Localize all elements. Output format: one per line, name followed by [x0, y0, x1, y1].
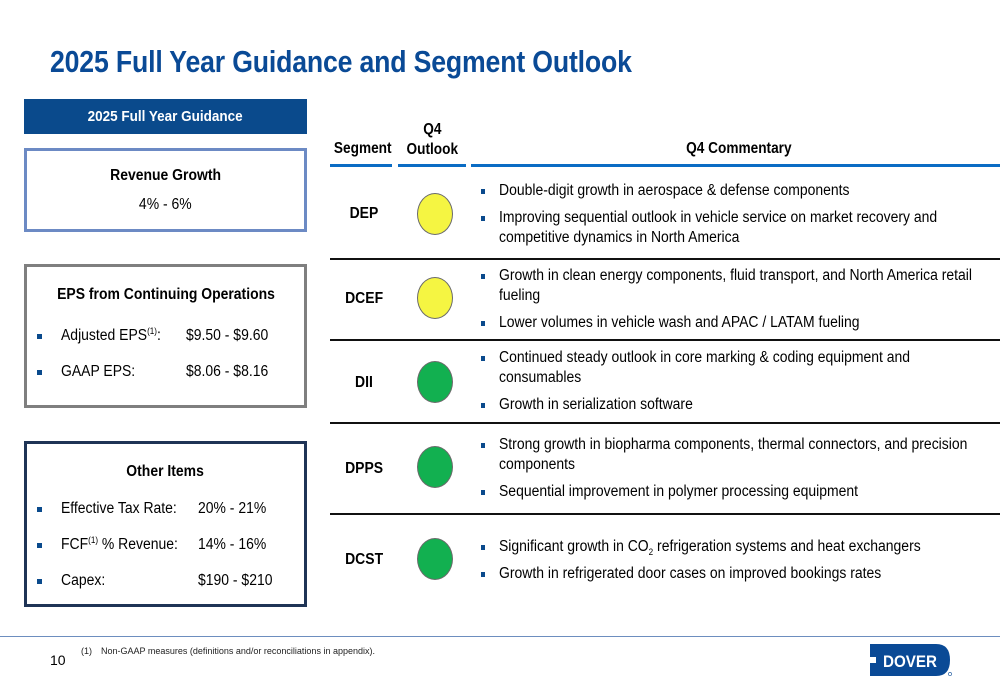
- eps-label: GAAP EPS:: [61, 363, 136, 380]
- revenue-growth-value: 4% - 6%: [139, 196, 192, 213]
- dover-logo: DOVER: [870, 644, 952, 676]
- other-item-label: FCF(1) % Revenue:: [61, 534, 178, 553]
- segment-commentary: Growth in clean energy components, fluid…: [480, 266, 990, 340]
- guidance-header: 2025 Full Year Guidance: [24, 99, 307, 134]
- commentary-item: Sequential improvement in polymer proces…: [480, 482, 990, 502]
- eps-value: $8.06 - $8.16: [186, 363, 269, 380]
- outlook-indicator-yellow: [417, 277, 453, 319]
- footer-divider: [0, 636, 1000, 637]
- eps-title: EPS from Continuing Operations: [56, 286, 275, 303]
- other-items-title: Other Items: [126, 463, 205, 480]
- bullet-icon: [481, 572, 485, 577]
- bullet-icon: [481, 189, 485, 194]
- other-item-value: 20% - 21%: [198, 500, 267, 517]
- bullet-icon: [481, 356, 485, 361]
- bullet-icon: [37, 370, 42, 375]
- other-items-box: Other Items Effective Tax Rate: 20% - 21…: [24, 441, 307, 607]
- commentary-item: Improving sequential outlook in vehicle …: [480, 208, 990, 248]
- segment-name: DCEF: [345, 290, 383, 307]
- bullet-icon: [37, 334, 42, 339]
- other-item-label: Capex:: [61, 572, 106, 589]
- other-item-capex: Capex: $190 - $210: [27, 563, 304, 599]
- header-rule: [398, 164, 466, 167]
- bullet-icon: [481, 545, 485, 550]
- bullet-icon: [481, 321, 485, 326]
- header-rule: [471, 164, 1000, 167]
- revenue-growth-box: Revenue Growth 4% - 6%: [24, 148, 307, 232]
- commentary-item: Growth in refrigerated door cases on imp…: [480, 564, 990, 584]
- segment-name: DII: [355, 374, 373, 391]
- segment-name: DCST: [345, 551, 383, 568]
- bullet-icon: [481, 490, 485, 495]
- eps-list: Adjusted EPS(1): $9.50 - $9.60 GAAP EPS:…: [27, 318, 304, 390]
- outlook-indicator-green: [417, 446, 453, 488]
- row-divider: [330, 513, 1000, 515]
- page-number: 10: [50, 652, 66, 668]
- bullet-icon: [481, 274, 485, 279]
- row-divider: [330, 339, 1000, 341]
- header-segment: Segment: [333, 140, 392, 157]
- eps-label: Adjusted EPS(1):: [61, 325, 161, 344]
- commentary-item: Significant growth in CO2 refrigeration …: [480, 537, 990, 557]
- segment-commentary: Continued steady outlook in core marking…: [480, 348, 990, 422]
- registered-mark-icon: [948, 672, 952, 676]
- segment-name: DPPS: [345, 460, 383, 477]
- header-outlook: Q4 Outlook: [406, 121, 458, 158]
- other-item-tax: Effective Tax Rate: 20% - 21%: [27, 491, 304, 527]
- other-item-fcf: FCF(1) % Revenue: 14% - 16%: [27, 527, 304, 563]
- bullet-icon: [481, 403, 485, 408]
- footnote: (1) Non-GAAP measures (definitions and/or…: [81, 646, 375, 656]
- header-commentary: Q4 Commentary: [686, 140, 792, 157]
- eps-item-adjusted: Adjusted EPS(1): $9.50 - $9.60: [27, 318, 304, 354]
- segment-name: DEP: [349, 205, 379, 222]
- commentary-item: Strong growth in biopharma components, t…: [480, 435, 990, 475]
- segment-commentary: Significant growth in CO2 refrigeration …: [480, 537, 990, 591]
- header-rule: [330, 164, 392, 167]
- logo-text: DOVER: [883, 652, 937, 671]
- bullet-icon: [481, 443, 485, 448]
- bullet-icon: [37, 579, 42, 584]
- segment-commentary: Double-digit growth in aerospace & defen…: [480, 181, 990, 255]
- outlook-indicator-green: [417, 361, 453, 403]
- eps-item-gaap: GAAP EPS: $8.06 - $8.16: [27, 354, 304, 390]
- bullet-icon: [481, 216, 485, 221]
- commentary-item: Growth in serialization software: [480, 395, 990, 415]
- logo-shape: [870, 644, 950, 676]
- segment-commentary: Strong growth in biopharma components, t…: [480, 435, 990, 509]
- commentary-item: Continued steady outlook in core marking…: [480, 348, 990, 388]
- bullet-icon: [37, 507, 42, 512]
- page-title: 2025 Full Year Guidance and Segment Outl…: [50, 44, 632, 79]
- commentary-item: Double-digit growth in aerospace & defen…: [480, 181, 990, 201]
- eps-box: EPS from Continuing Operations Adjusted …: [24, 264, 307, 408]
- row-divider: [330, 422, 1000, 424]
- row-divider: [330, 258, 1000, 260]
- commentary-item: Lower volumes in vehicle wash and APAC /…: [480, 313, 990, 333]
- eps-value: $9.50 - $9.60: [186, 327, 269, 344]
- guidance-header-label: 2025 Full Year Guidance: [87, 108, 244, 125]
- outlook-indicator-yellow: [417, 193, 453, 235]
- other-item-label: Effective Tax Rate:: [61, 500, 177, 517]
- bullet-icon: [37, 543, 42, 548]
- other-items-list: Effective Tax Rate: 20% - 21% FCF(1) % R…: [27, 491, 304, 599]
- other-item-value: $190 - $210: [198, 572, 273, 589]
- other-item-value: 14% - 16%: [198, 536, 267, 553]
- commentary-item: Growth in clean energy components, fluid…: [480, 266, 990, 306]
- outlook-indicator-green: [417, 538, 453, 580]
- revenue-growth-title: Revenue Growth: [110, 167, 221, 184]
